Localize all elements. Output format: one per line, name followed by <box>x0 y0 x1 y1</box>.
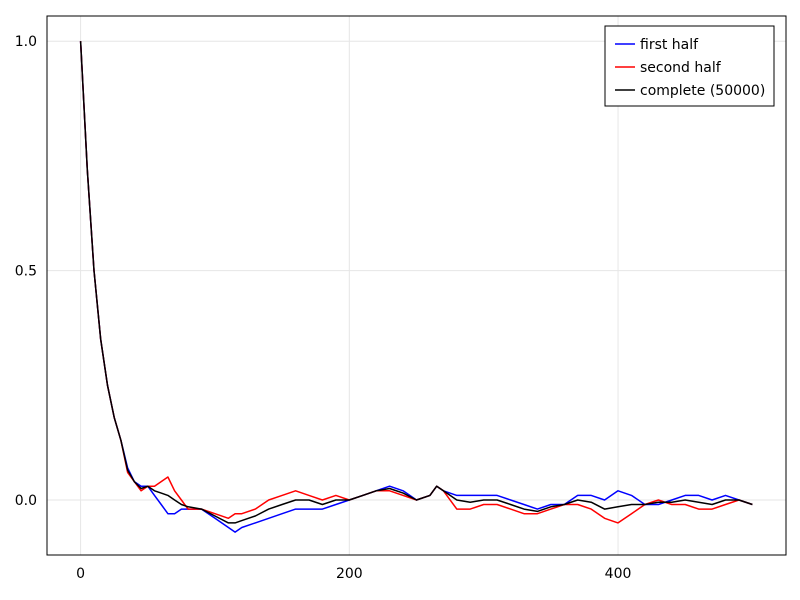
plot-frame <box>46 15 787 556</box>
series-line-complete-50000 <box>79 41 753 524</box>
x-tick-label: 200 <box>336 566 363 582</box>
legend-box <box>604 25 775 107</box>
series-lines <box>79 41 753 533</box>
legend-label: second half <box>640 60 722 76</box>
y-tick-label: 0.5 <box>15 264 37 280</box>
y-tick-label: 1.0 <box>15 34 37 50</box>
axis-ticks: 0 200 400 0.0 0.5 1.0 <box>15 34 632 582</box>
x-tick-label: 400 <box>605 566 632 582</box>
legend-label: first half <box>640 37 699 53</box>
legend-label: complete (50000) <box>640 83 765 99</box>
legend: first half second half complete (50000) <box>604 25 775 107</box>
y-tick-label: 0.0 <box>15 493 37 509</box>
x-tick-label: 0 <box>76 566 85 582</box>
